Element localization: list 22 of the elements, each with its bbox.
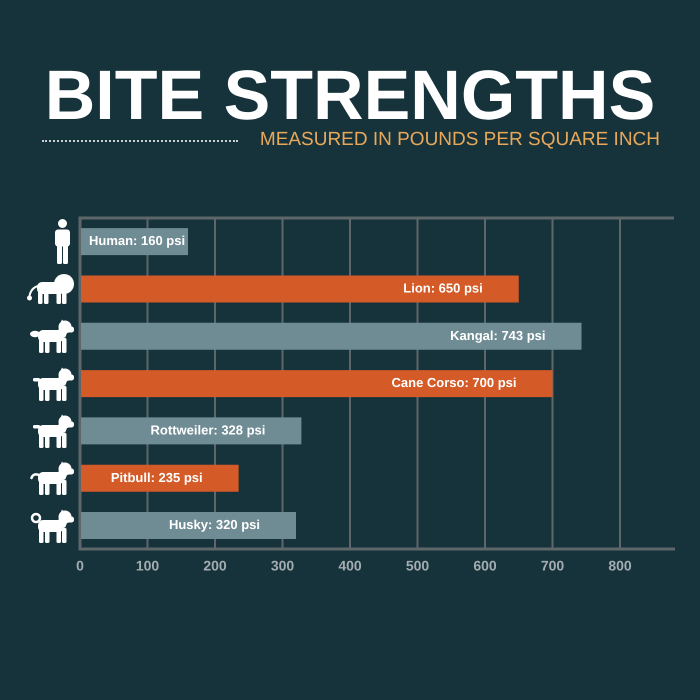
- x-tick-label: 200: [203, 557, 227, 574]
- bar: [81, 370, 552, 398]
- x-tick-label: 400: [338, 557, 362, 574]
- x-tick-label: 800: [608, 557, 632, 574]
- x-tick-label: 600: [473, 557, 497, 574]
- x-tick-label: 700: [540, 557, 564, 574]
- data-label: Husky: 320 psi: [168, 517, 260, 532]
- x-tick-label: 300: [270, 557, 294, 574]
- bar: [81, 275, 519, 302]
- data-label: Lion: 650 psi: [403, 280, 483, 296]
- bar: [81, 322, 582, 350]
- data-label: Pitbull: 235 psi: [110, 470, 203, 485]
- bar: [81, 417, 302, 444]
- x-tick-label: 0: [76, 557, 84, 574]
- x-tick-label: 500: [406, 557, 430, 574]
- chart-subtitle: MEASURED IN POUNDS PER SQUARE INCH: [260, 129, 660, 150]
- bar: [81, 512, 296, 540]
- data-label: Rottweiler: 328 psi: [150, 422, 266, 438]
- data-label: Kangal: 743 psi: [450, 328, 546, 343]
- data-label: Cane Corso: 700 psi: [392, 375, 517, 390]
- x-tick-label: 100: [136, 557, 160, 574]
- data-label: Human: 160 psi: [89, 233, 186, 248]
